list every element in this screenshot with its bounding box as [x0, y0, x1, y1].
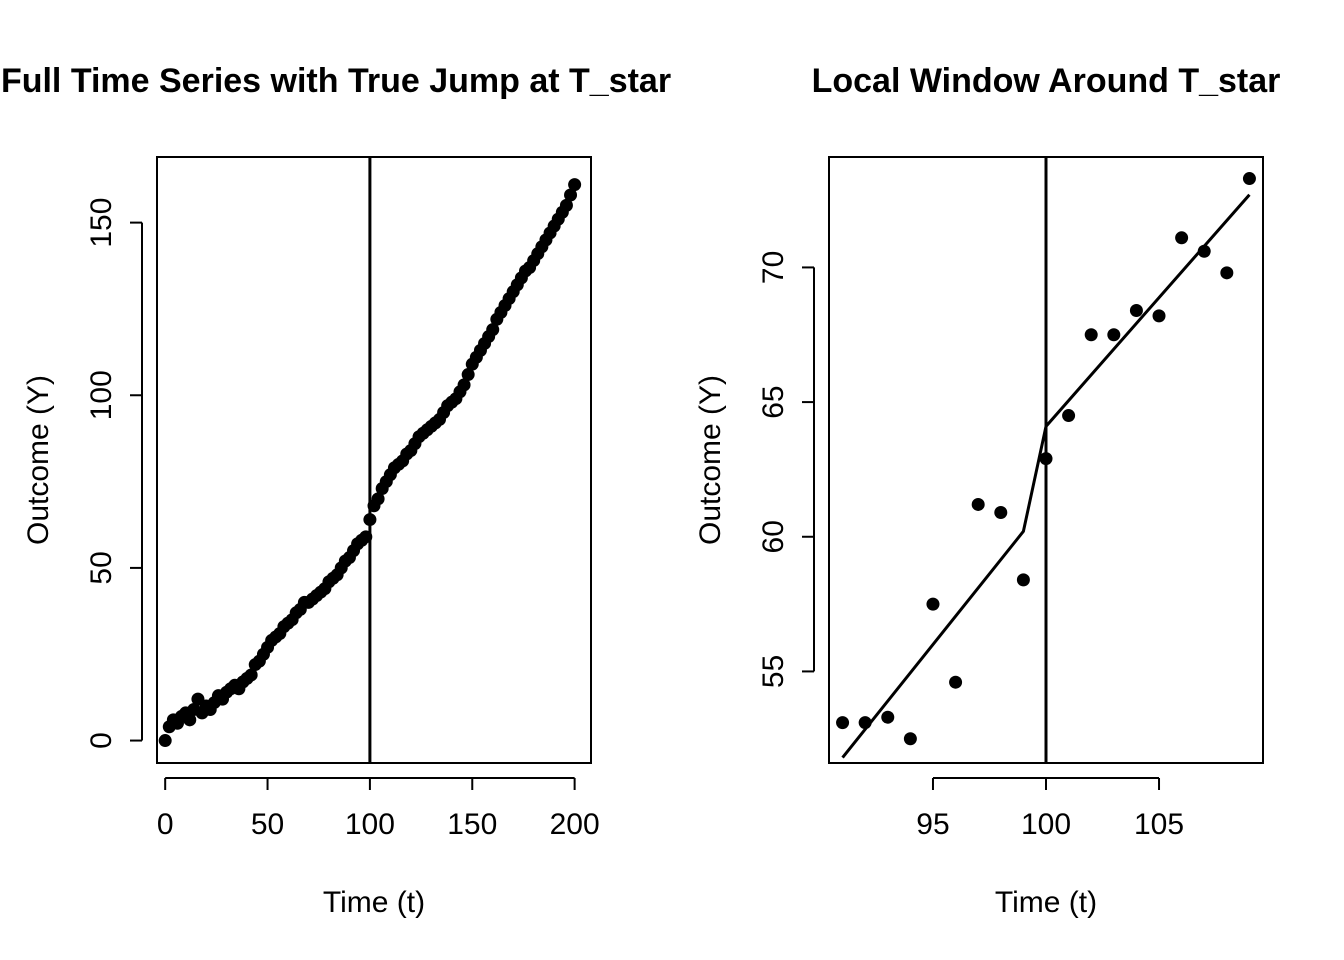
panel-2-title: Local Window Around T_star: [812, 62, 1281, 100]
panel-2-x-label: Time (t): [995, 886, 1097, 919]
data-point: [971, 497, 985, 511]
data-point: [994, 506, 1008, 520]
panel-2-fit-line: [841, 193, 1251, 759]
panel-2-x-axis: 95 100 105: [916, 777, 1184, 841]
data-point: [461, 368, 475, 382]
y-tick-label: 60: [757, 520, 790, 553]
data-point: [183, 713, 197, 727]
data-point: [457, 378, 471, 392]
x-tick-label: 0: [157, 808, 174, 841]
panel-2-y-axis: 55 60 65 70: [757, 251, 815, 688]
y-tick-label: 50: [85, 551, 118, 584]
data-point: [1220, 266, 1234, 280]
panel-1-y-axis: 0 50 100 150: [85, 198, 143, 749]
panel-1-title: Full Time Series with True Jump at T_sta…: [1, 62, 671, 100]
x-tick-label: 95: [916, 808, 949, 841]
data-point: [371, 492, 385, 506]
panel-1-y-label: Outcome (Y): [22, 375, 55, 545]
panel-local-window: Local Window Around T_star 95 100 105 55 60…: [694, 62, 1280, 919]
data-point: [858, 716, 872, 730]
data-point: [881, 710, 895, 724]
panel-1-points: [158, 178, 582, 748]
data-point: [836, 716, 850, 730]
data-point: [486, 323, 500, 337]
x-tick-label: 105: [1134, 808, 1184, 841]
y-tick-label: 55: [757, 655, 790, 688]
data-point: [564, 188, 578, 202]
panel-1-x-label: Time (t): [323, 886, 425, 919]
data-point: [1084, 328, 1098, 342]
data-point: [1107, 328, 1121, 342]
x-tick-label: 100: [1021, 808, 1071, 841]
data-point: [1152, 309, 1166, 323]
panel-1-plot-box: [156, 156, 592, 764]
x-tick-label: 100: [345, 808, 395, 841]
panel-2-y-label: Outcome (Y): [694, 375, 727, 545]
data-point: [244, 668, 258, 682]
x-tick-label: 150: [447, 808, 497, 841]
data-point: [1197, 244, 1211, 258]
data-point: [926, 597, 940, 611]
data-point: [158, 734, 172, 748]
data-point: [1062, 409, 1076, 423]
panel-1-x-axis: 0 50 100 150 200: [157, 777, 600, 841]
data-point: [1016, 573, 1030, 587]
x-tick-label: 200: [550, 808, 600, 841]
data-point: [559, 198, 573, 212]
data-point: [1242, 172, 1256, 186]
x-tick-label: 50: [251, 808, 284, 841]
data-point: [568, 178, 582, 192]
y-tick-label: 70: [757, 251, 790, 284]
data-point: [1175, 231, 1189, 245]
panel-2-points: [836, 172, 1256, 746]
data-point: [1129, 304, 1143, 318]
data-point: [949, 675, 963, 689]
y-tick-label: 150: [85, 198, 118, 248]
panel-full-series: Full Time Series with True Jump at T_sta…: [1, 62, 671, 919]
y-tick-label: 100: [85, 370, 118, 420]
y-tick-label: 65: [757, 385, 790, 418]
y-tick-label: 0: [85, 732, 118, 749]
data-point: [903, 732, 917, 746]
